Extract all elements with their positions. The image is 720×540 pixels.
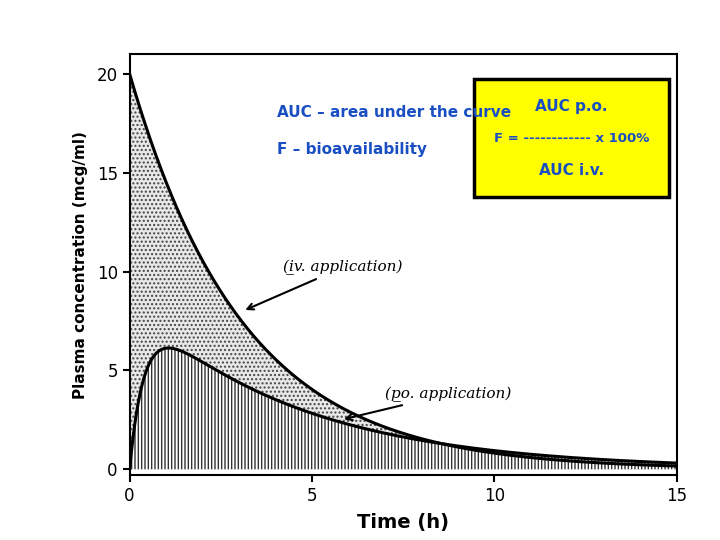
Text: AUC i.v.: AUC i.v. — [539, 163, 604, 178]
Text: (p̲o. application): (p̲o. application) — [346, 387, 511, 420]
Text: F = ------------ x 100%: F = ------------ x 100% — [494, 132, 649, 145]
Text: AUC – area under the curve: AUC – area under the curve — [277, 105, 511, 119]
Text: F – bioavailability: F – bioavailability — [277, 143, 428, 158]
FancyBboxPatch shape — [474, 79, 669, 197]
X-axis label: Time (h): Time (h) — [357, 514, 449, 532]
Y-axis label: Plasma concentration (mcg/ml): Plasma concentration (mcg/ml) — [73, 131, 89, 399]
Text: (i̲v. application): (i̲v. application) — [248, 260, 402, 309]
Text: AUC p.o.: AUC p.o. — [535, 99, 608, 114]
